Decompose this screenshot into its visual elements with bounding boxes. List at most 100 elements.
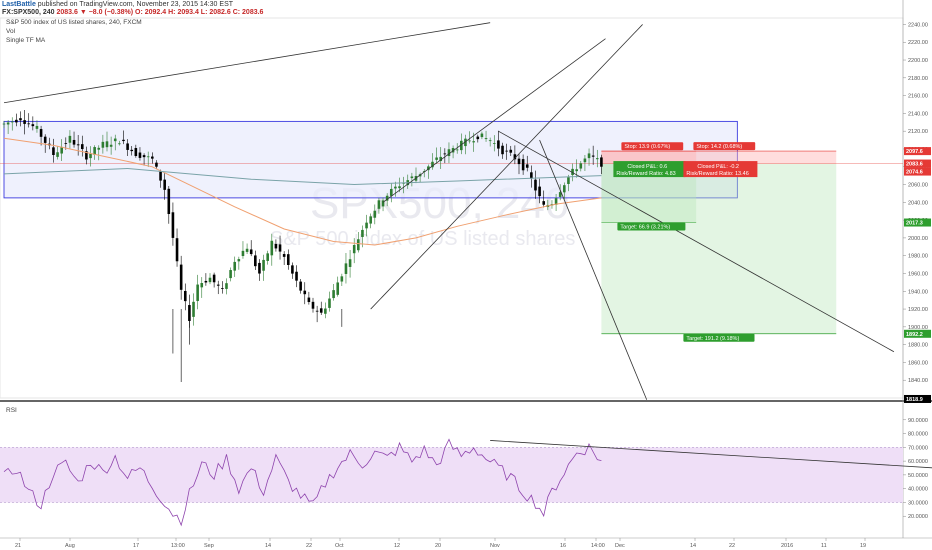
- candle-body[interactable]: [443, 153, 447, 155]
- candle-body[interactable]: [476, 136, 480, 140]
- candle-body[interactable]: [249, 249, 253, 255]
- candle-body[interactable]: [27, 123, 31, 125]
- candle-body[interactable]: [340, 276, 344, 282]
- trendline[interactable]: [382, 38, 606, 203]
- candle-body[interactable]: [464, 138, 467, 147]
- candle-body[interactable]: [142, 155, 146, 158]
- trendline[interactable]: [3, 22, 491, 104]
- candle-body[interactable]: [159, 171, 162, 181]
- candle-body[interactable]: [525, 164, 529, 168]
- rsi-line[interactable]: [3, 438, 602, 527]
- candle-body[interactable]: [534, 179, 537, 191]
- candle-body[interactable]: [468, 140, 471, 142]
- candle-body[interactable]: [52, 147, 55, 156]
- candle-body[interactable]: [118, 143, 121, 145]
- candle-body[interactable]: [196, 284, 199, 302]
- candle-body[interactable]: [472, 141, 475, 143]
- candle-body[interactable]: [451, 148, 455, 153]
- candle-body[interactable]: [394, 186, 397, 189]
- candle-body[interactable]: [324, 308, 327, 314]
- trendline[interactable]: [539, 139, 648, 400]
- candle-body[interactable]: [352, 245, 356, 254]
- candle-body[interactable]: [43, 136, 47, 143]
- candle-body[interactable]: [89, 153, 92, 159]
- candle-body[interactable]: [488, 140, 492, 142]
- candle-body[interactable]: [303, 290, 307, 295]
- candle-body[interactable]: [151, 156, 154, 159]
- candle-body[interactable]: [501, 145, 504, 155]
- candle-body[interactable]: [97, 147, 101, 150]
- candle-body[interactable]: [113, 138, 117, 142]
- candle-body[interactable]: [431, 161, 434, 168]
- rsi-trendline[interactable]: [490, 440, 932, 469]
- ma-orange-line[interactable]: [3, 137, 602, 246]
- candle-body[interactable]: [410, 176, 414, 179]
- candle-body[interactable]: [208, 277, 212, 283]
- candle-body[interactable]: [579, 163, 583, 169]
- candle-body[interactable]: [233, 261, 237, 271]
- range-rectangle[interactable]: [3, 120, 738, 199]
- candle-body[interactable]: [422, 170, 426, 172]
- candle-body[interactable]: [295, 271, 298, 281]
- rsi-label[interactable]: RSI: [6, 407, 17, 414]
- candle-body[interactable]: [336, 282, 340, 295]
- candle-body[interactable]: [291, 265, 294, 274]
- candle-body[interactable]: [484, 138, 488, 140]
- candle-body[interactable]: [64, 143, 68, 144]
- candle-body[interactable]: [134, 148, 138, 156]
- candle-body[interactable]: [365, 222, 368, 229]
- candle-body[interactable]: [245, 248, 249, 252]
- candle-body[interactable]: [138, 152, 142, 158]
- candle-body[interactable]: [344, 263, 348, 274]
- candle-body[interactable]: [35, 125, 39, 129]
- candle-body[interactable]: [455, 149, 459, 151]
- candle-body[interactable]: [130, 149, 134, 152]
- candle-body[interactable]: [538, 186, 541, 197]
- candle-body[interactable]: [373, 210, 377, 218]
- candle-body[interactable]: [56, 152, 59, 157]
- candle-body[interactable]: [31, 124, 35, 127]
- target-zone[interactable]: [601, 163, 837, 334]
- candle-body[interactable]: [389, 188, 393, 196]
- candle-body[interactable]: [192, 301, 195, 317]
- candle-body[interactable]: [101, 141, 105, 148]
- candle-body[interactable]: [398, 186, 401, 189]
- candle-body[interactable]: [591, 155, 595, 157]
- candle-body[interactable]: [563, 185, 566, 193]
- candle-body[interactable]: [15, 119, 18, 123]
- candle-body[interactable]: [270, 240, 274, 256]
- candle-body[interactable]: [72, 139, 76, 145]
- candle-body[interactable]: [587, 153, 591, 159]
- candle-body[interactable]: [278, 244, 282, 252]
- candle-body[interactable]: [109, 144, 113, 147]
- candle-body[interactable]: [76, 144, 80, 146]
- ma-teal-line[interactable]: [3, 167, 602, 186]
- candle-body[interactable]: [299, 281, 302, 291]
- candle-body[interactable]: [2, 123, 6, 125]
- candle-body[interactable]: [105, 141, 109, 148]
- candle-body[interactable]: [332, 290, 335, 299]
- candle-body[interactable]: [167, 188, 171, 215]
- candle-body[interactable]: [558, 192, 562, 197]
- candle-body[interactable]: [225, 283, 228, 289]
- candle-body[interactable]: [385, 195, 389, 201]
- candle-body[interactable]: [328, 298, 331, 308]
- candle-body[interactable]: [447, 149, 451, 157]
- candle-body[interactable]: [505, 150, 508, 152]
- candle-body[interactable]: [311, 301, 315, 309]
- candle-body[interactable]: [126, 143, 129, 150]
- candle-body[interactable]: [254, 255, 257, 267]
- candle-body[interactable]: [530, 172, 533, 179]
- candle-body[interactable]: [521, 159, 525, 171]
- candle-body[interactable]: [10, 121, 14, 123]
- author-link[interactable]: LastBattle: [2, 1, 36, 8]
- candle-body[interactable]: [282, 254, 286, 257]
- candle-body[interactable]: [369, 216, 372, 224]
- trendline[interactable]: [370, 24, 643, 310]
- candle-body[interactable]: [179, 264, 183, 290]
- candle-body[interactable]: [266, 253, 269, 261]
- candle-body[interactable]: [315, 310, 319, 312]
- candle-body[interactable]: [200, 283, 204, 288]
- candle-body[interactable]: [258, 262, 261, 274]
